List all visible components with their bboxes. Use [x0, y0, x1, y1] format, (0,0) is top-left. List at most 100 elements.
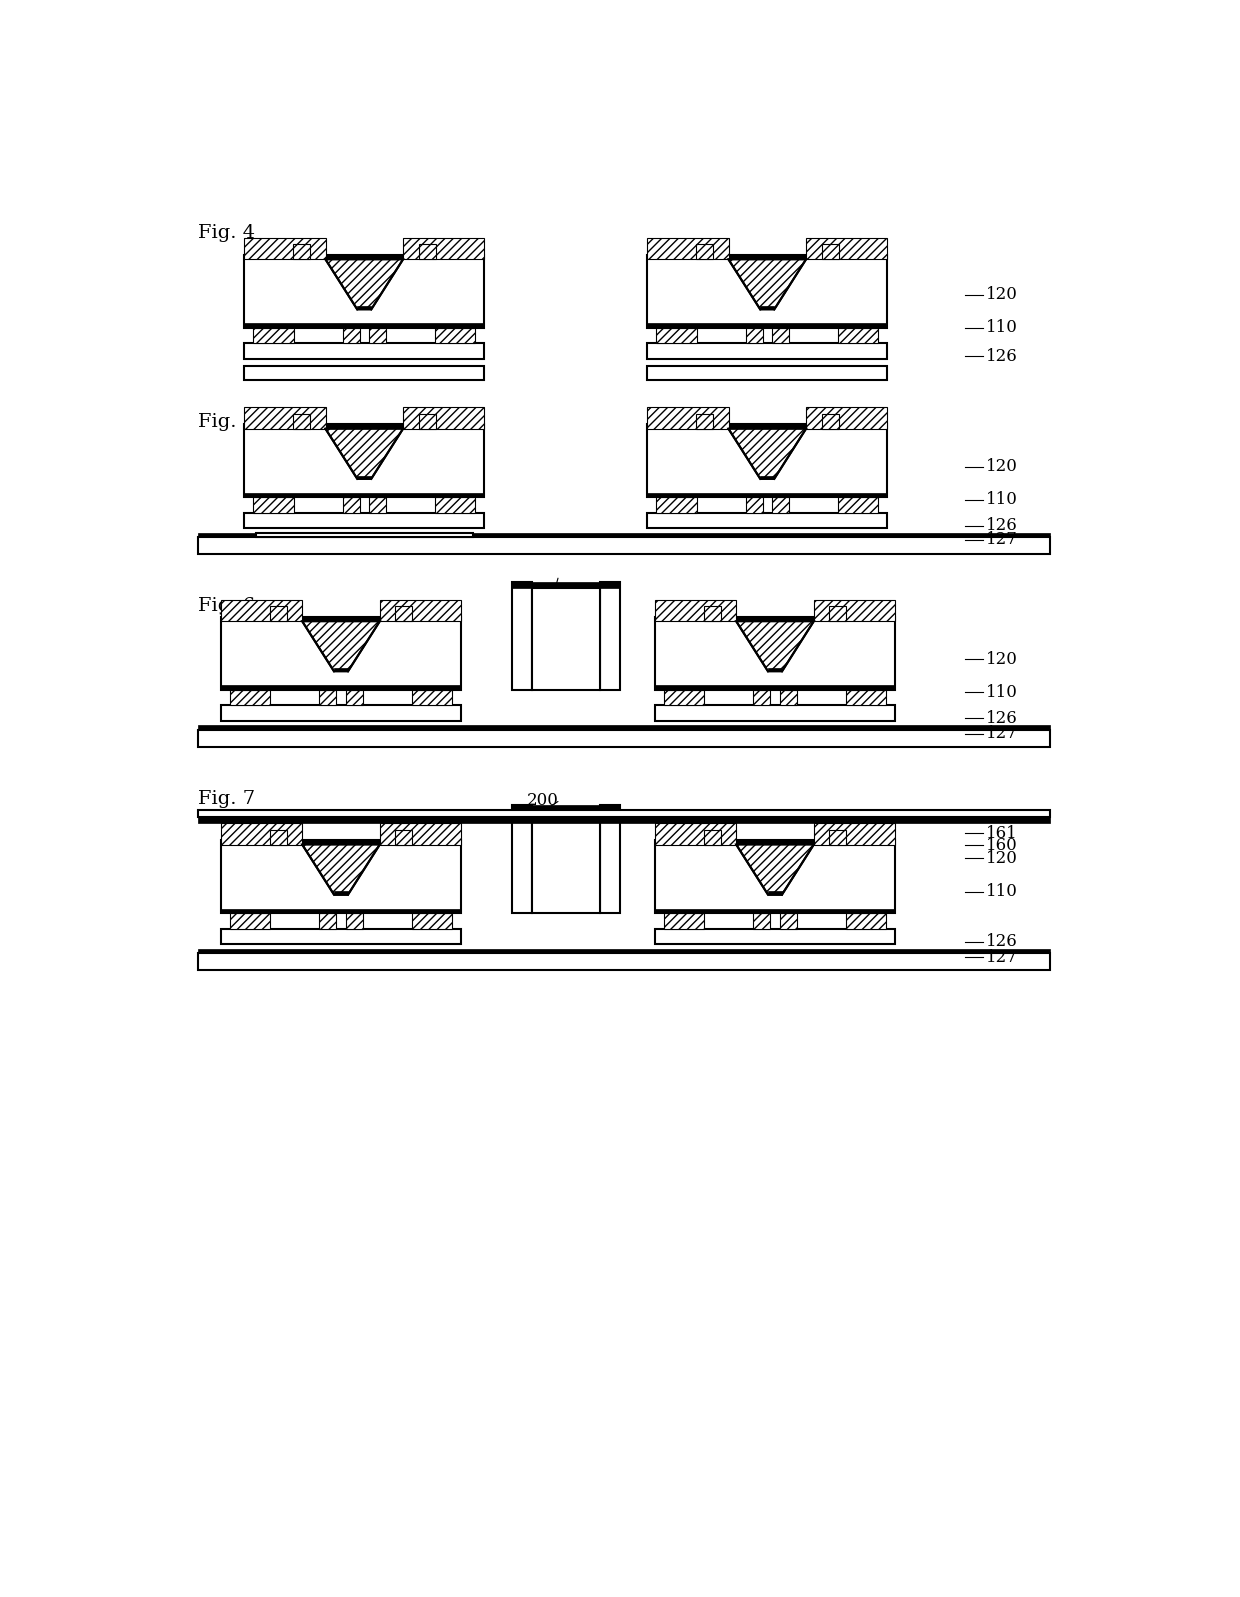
Bar [780, 913, 796, 928]
Bar [846, 913, 885, 928]
Bar [221, 840, 461, 845]
Bar [221, 909, 461, 913]
Text: 127: 127 [986, 532, 1018, 548]
Bar [403, 238, 485, 259]
Bar [745, 327, 763, 343]
Bar [647, 407, 729, 430]
Bar [647, 493, 888, 497]
Text: 110: 110 [986, 883, 1018, 901]
Bar [197, 537, 1050, 554]
Text: 126: 126 [986, 517, 1018, 535]
Bar [197, 953, 1050, 969]
Bar [419, 414, 435, 430]
Bar [655, 616, 895, 621]
Bar [704, 829, 720, 845]
Bar [244, 425, 485, 497]
Text: 161: 161 [986, 824, 1018, 842]
Bar [838, 497, 878, 513]
Bar [768, 891, 782, 894]
Bar [244, 343, 485, 359]
Bar [813, 600, 895, 621]
Bar [647, 425, 888, 497]
Text: 160: 160 [986, 837, 1018, 854]
Bar [665, 913, 704, 928]
Bar [221, 685, 461, 690]
Bar [419, 244, 435, 259]
Bar [655, 909, 895, 913]
Bar [244, 407, 325, 430]
Bar [197, 730, 1050, 747]
Bar [771, 497, 789, 513]
Bar [244, 425, 485, 430]
Bar [754, 913, 770, 928]
Bar [760, 476, 774, 479]
Bar [647, 238, 729, 259]
Bar [768, 668, 782, 671]
Bar [396, 829, 412, 845]
Bar [655, 840, 895, 913]
Bar [342, 327, 360, 343]
Bar [511, 581, 532, 690]
Bar [370, 497, 386, 513]
Bar [532, 811, 600, 913]
Polygon shape [737, 845, 813, 894]
Bar [655, 685, 895, 690]
Bar [197, 949, 1050, 953]
Bar [830, 829, 846, 845]
Bar [655, 840, 895, 845]
Bar [532, 588, 600, 690]
Bar [320, 690, 336, 706]
Bar [244, 493, 485, 497]
Bar [511, 581, 620, 588]
Text: 120: 120 [986, 850, 1018, 867]
Bar [511, 805, 532, 913]
Bar [221, 840, 461, 913]
Bar [647, 343, 888, 359]
Text: 110: 110 [986, 319, 1018, 337]
Text: 126: 126 [986, 348, 1018, 366]
Text: 200: 200 [527, 604, 558, 621]
Bar [197, 533, 1050, 537]
Bar [197, 818, 1050, 822]
Bar [346, 690, 362, 706]
Bar [320, 913, 336, 928]
Text: 126: 126 [986, 709, 1018, 727]
Bar [412, 690, 451, 706]
Bar [231, 913, 270, 928]
Bar [255, 533, 472, 537]
Bar [346, 913, 362, 928]
Bar [647, 256, 888, 327]
Text: 200: 200 [527, 792, 558, 810]
Bar [334, 891, 348, 894]
Bar [270, 829, 286, 845]
Polygon shape [729, 259, 806, 310]
Bar [846, 690, 885, 706]
Bar [696, 414, 713, 430]
Bar [197, 725, 1050, 730]
Bar [511, 805, 620, 811]
Bar [357, 476, 371, 479]
Bar [771, 327, 789, 343]
Bar [221, 928, 461, 944]
Text: 120: 120 [986, 650, 1018, 668]
Bar [838, 327, 878, 343]
Bar [830, 607, 846, 621]
Bar [231, 690, 270, 706]
Bar [253, 497, 294, 513]
Bar [244, 513, 485, 529]
Bar [357, 307, 371, 310]
Bar [244, 256, 485, 327]
Bar [821, 414, 838, 430]
Polygon shape [729, 430, 806, 479]
Bar [244, 323, 485, 327]
Bar [270, 607, 286, 621]
Bar [806, 238, 888, 259]
Bar [334, 668, 348, 671]
Text: 127: 127 [986, 949, 1018, 966]
Bar [403, 407, 485, 430]
Text: Fig. 5: Fig. 5 [197, 412, 254, 431]
Bar [655, 616, 895, 690]
Text: Fig. 6: Fig. 6 [197, 597, 254, 615]
Bar [244, 256, 485, 259]
Bar [221, 616, 461, 621]
